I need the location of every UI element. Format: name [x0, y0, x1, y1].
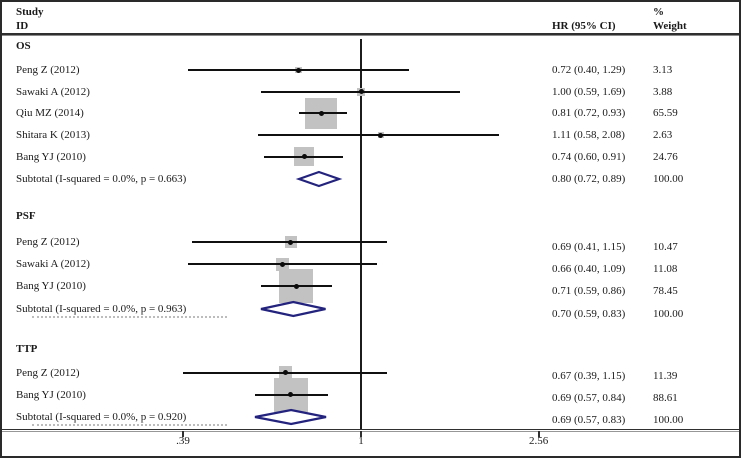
- weight-value: 78.45: [653, 285, 678, 298]
- subtotal-diamond: [254, 408, 326, 426]
- study-label: Sawaki A (2012): [16, 258, 90, 271]
- column-header-study-line2: ID: [16, 20, 29, 32]
- subtotal-diamond-shape: [261, 300, 327, 317]
- x-axis-tick-mark: [182, 431, 185, 437]
- subtotal-diamond: [295, 170, 343, 187]
- column-header-study-line1: Study: [16, 6, 44, 18]
- hr-ci-value: 0.71 (0.59, 0.86): [552, 285, 626, 298]
- point-estimate-marker: [296, 67, 302, 73]
- hr-ci-value: 0.69 (0.41, 1.15): [552, 241, 626, 253]
- group-label: PSF: [16, 210, 36, 222]
- subtotal-diamond: [261, 300, 327, 317]
- column-header-hr: HR (95% CI): [552, 20, 616, 32]
- column-header-weight-line2: Weight: [653, 20, 687, 32]
- header-rule: [2, 33, 739, 36]
- study-label: Peng Z (2012): [16, 236, 80, 248]
- weight-value: 3.13: [653, 64, 673, 76]
- cropped-text-remnant: [32, 316, 227, 318]
- x-axis-tick-label: .39: [176, 435, 190, 447]
- subtotal-weight-value: 100.00: [653, 413, 684, 426]
- subtotal-weight-value: 100.00: [653, 172, 684, 185]
- subtotal-label: Subtotal (I-squared = 0.0%, p = 0.663): [16, 172, 187, 185]
- point-estimate-marker: [301, 154, 307, 160]
- study-label: Bang YJ (2010): [16, 388, 86, 401]
- point-estimate-marker: [318, 110, 324, 116]
- x-axis-tick-label: 2.56: [529, 435, 549, 447]
- weight-value: 2.63: [653, 129, 673, 142]
- x-axis-tick-mark: [360, 431, 362, 437]
- hr-ci-value: 0.74 (0.60, 0.91): [552, 150, 626, 163]
- weight-value: 3.88: [653, 85, 673, 98]
- study-label: Qiu MZ (2014): [16, 107, 84, 120]
- hr-ci-value: 0.66 (0.40, 1.09): [552, 263, 626, 276]
- weight-value: 10.47: [653, 241, 678, 253]
- weight-value: 11.39: [653, 369, 678, 382]
- subtotal-label: Subtotal (I-squared = 0.0%, p = 0.963): [16, 302, 187, 315]
- weight-value: 65.59: [653, 107, 678, 120]
- study-label: Peng Z (2012): [16, 64, 80, 76]
- subtotal-diamond-shape: [254, 408, 326, 426]
- subtotal-weight-value: 100.00: [653, 307, 684, 320]
- subtotal-hr-ci-value: 0.69 (0.57, 0.83): [552, 413, 626, 426]
- hr-ci-value: 0.72 (0.40, 1.29): [552, 64, 626, 76]
- study-label: Peng Z (2012): [16, 366, 80, 379]
- study-label: Bang YJ (2010): [16, 150, 86, 163]
- reference-line: [360, 39, 362, 429]
- x-axis-tick-label: 1: [358, 435, 364, 447]
- point-estimate-marker: [279, 261, 285, 267]
- group-label: TTP: [16, 343, 38, 355]
- weight-value: 24.76: [653, 150, 678, 163]
- group-label: OS: [16, 40, 31, 52]
- subtotal-label: Subtotal (I-squared = 0.0%, p = 0.920): [16, 410, 187, 423]
- study-label: Sawaki A (2012): [16, 85, 90, 98]
- weight-value: 88.61: [653, 391, 678, 404]
- hr-ci-value: 0.69 (0.57, 0.84): [552, 391, 626, 404]
- subtotal-hr-ci-value: 0.70 (0.59, 0.83): [552, 307, 626, 320]
- point-estimate-marker: [378, 132, 384, 138]
- point-estimate-marker: [288, 239, 294, 245]
- hr-ci-value: 0.81 (0.72, 0.93): [552, 107, 626, 120]
- x-axis-tick-mark: [537, 431, 540, 437]
- point-estimate-marker: [288, 392, 294, 398]
- point-estimate-marker: [282, 370, 288, 375]
- subtotal-diamond-shape: [295, 170, 343, 187]
- study-label: Bang YJ (2010): [16, 280, 86, 293]
- column-header-weight-line1: %: [653, 6, 664, 18]
- cropped-text-remnant: [32, 424, 227, 426]
- hr-ci-value: 0.67 (0.39, 1.15): [552, 369, 626, 382]
- point-estimate-marker: [293, 283, 299, 289]
- weight-value: 11.08: [653, 263, 678, 276]
- x-axis-line: [2, 429, 739, 432]
- study-label: Shitara K (2013): [16, 129, 90, 142]
- subtotal-hr-ci-value: 0.80 (0.72, 0.89): [552, 172, 626, 185]
- hr-ci-value: 1.00 (0.59, 1.69): [552, 85, 626, 98]
- hr-ci-value: 1.11 (0.58, 2.08): [552, 129, 625, 142]
- point-estimate-marker: [358, 89, 364, 95]
